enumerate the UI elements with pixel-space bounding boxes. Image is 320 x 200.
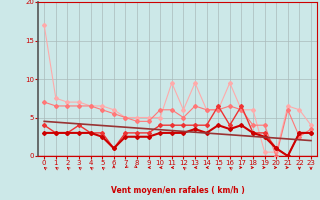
- X-axis label: Vent moyen/en rafales ( km/h ): Vent moyen/en rafales ( km/h ): [111, 186, 244, 195]
